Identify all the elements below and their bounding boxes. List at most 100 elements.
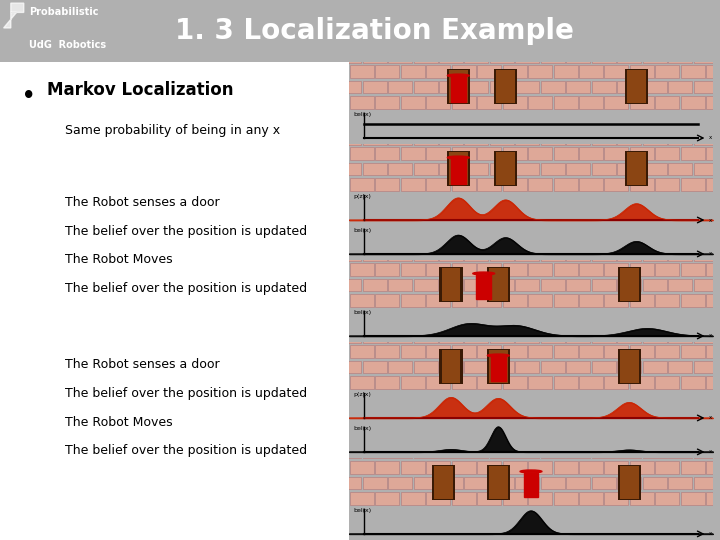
Text: bel(x): bel(x) bbox=[354, 228, 372, 233]
Bar bbox=[503, 492, 526, 504]
Bar bbox=[503, 65, 526, 78]
Bar bbox=[446, 151, 470, 186]
Bar bbox=[541, 132, 564, 145]
Bar bbox=[401, 346, 425, 358]
Bar bbox=[592, 248, 616, 260]
Bar bbox=[643, 163, 667, 176]
Bar bbox=[627, 70, 646, 103]
Bar bbox=[413, 361, 438, 373]
Text: The Robot Moves: The Robot Moves bbox=[65, 416, 172, 429]
Bar bbox=[630, 96, 654, 109]
Bar bbox=[592, 330, 616, 342]
Bar bbox=[401, 264, 425, 276]
Bar bbox=[719, 330, 720, 342]
Bar bbox=[579, 147, 603, 160]
Bar bbox=[655, 35, 680, 47]
Bar bbox=[413, 163, 438, 176]
Bar bbox=[401, 294, 425, 307]
Bar bbox=[554, 430, 577, 443]
Bar bbox=[337, 279, 361, 291]
Bar bbox=[605, 96, 629, 109]
Bar bbox=[451, 376, 476, 389]
Bar bbox=[432, 465, 455, 500]
Bar bbox=[528, 178, 552, 191]
Bar bbox=[451, 178, 476, 191]
Bar bbox=[541, 330, 564, 342]
Bar bbox=[375, 65, 400, 78]
Bar bbox=[681, 294, 705, 307]
Bar bbox=[668, 477, 692, 489]
Bar bbox=[719, 361, 720, 373]
Bar bbox=[528, 461, 552, 474]
Bar bbox=[528, 430, 552, 443]
Bar bbox=[655, 346, 680, 358]
Bar bbox=[516, 50, 539, 63]
Bar bbox=[528, 65, 552, 78]
Bar bbox=[655, 461, 680, 474]
Bar bbox=[618, 465, 641, 500]
Bar bbox=[554, 35, 577, 47]
Bar bbox=[477, 376, 501, 389]
Bar bbox=[477, 65, 501, 78]
Bar bbox=[528, 294, 552, 307]
Bar bbox=[388, 81, 412, 93]
Text: bel(x): bel(x) bbox=[354, 310, 372, 315]
Bar bbox=[503, 376, 526, 389]
Bar bbox=[630, 35, 654, 47]
Bar bbox=[363, 50, 387, 63]
Bar bbox=[605, 346, 629, 358]
Text: bel(x): bel(x) bbox=[354, 508, 372, 513]
Bar bbox=[618, 349, 641, 384]
Bar bbox=[490, 248, 514, 260]
Bar bbox=[464, 477, 488, 489]
Bar bbox=[554, 376, 577, 389]
Bar bbox=[592, 361, 616, 373]
Bar bbox=[413, 81, 438, 93]
Bar bbox=[617, 446, 642, 458]
Bar bbox=[446, 69, 470, 104]
Bar bbox=[451, 264, 476, 276]
Bar bbox=[401, 315, 425, 327]
Bar bbox=[350, 147, 374, 160]
Bar bbox=[350, 117, 374, 129]
Bar bbox=[706, 376, 720, 389]
Bar bbox=[617, 132, 642, 145]
Bar bbox=[363, 81, 387, 93]
Circle shape bbox=[447, 74, 469, 77]
Bar bbox=[528, 35, 552, 47]
Bar bbox=[554, 178, 577, 191]
Bar bbox=[579, 430, 603, 443]
Bar bbox=[693, 279, 718, 291]
Bar bbox=[693, 50, 718, 63]
Bar bbox=[451, 233, 476, 245]
Bar bbox=[655, 117, 680, 129]
Bar bbox=[516, 132, 539, 145]
Bar bbox=[681, 117, 705, 129]
Bar bbox=[464, 248, 488, 260]
Bar bbox=[655, 178, 680, 191]
Bar bbox=[477, 275, 491, 300]
Bar bbox=[388, 361, 412, 373]
Bar bbox=[579, 178, 603, 191]
Bar bbox=[630, 315, 654, 327]
Bar bbox=[528, 492, 552, 504]
Bar bbox=[541, 477, 564, 489]
Bar bbox=[620, 268, 639, 301]
Bar bbox=[579, 65, 603, 78]
Bar bbox=[426, 96, 450, 109]
Bar bbox=[477, 294, 501, 307]
Bar bbox=[516, 361, 539, 373]
Bar bbox=[388, 132, 412, 145]
Bar bbox=[668, 330, 692, 342]
Bar bbox=[630, 233, 654, 245]
Bar bbox=[464, 361, 488, 373]
Bar bbox=[413, 446, 438, 458]
Bar bbox=[490, 361, 514, 373]
Bar bbox=[401, 96, 425, 109]
Bar bbox=[630, 430, 654, 443]
Text: bel(x): bel(x) bbox=[354, 426, 372, 431]
Bar bbox=[350, 35, 374, 47]
Bar bbox=[439, 477, 463, 489]
Bar bbox=[451, 346, 476, 358]
Bar bbox=[477, 35, 501, 47]
